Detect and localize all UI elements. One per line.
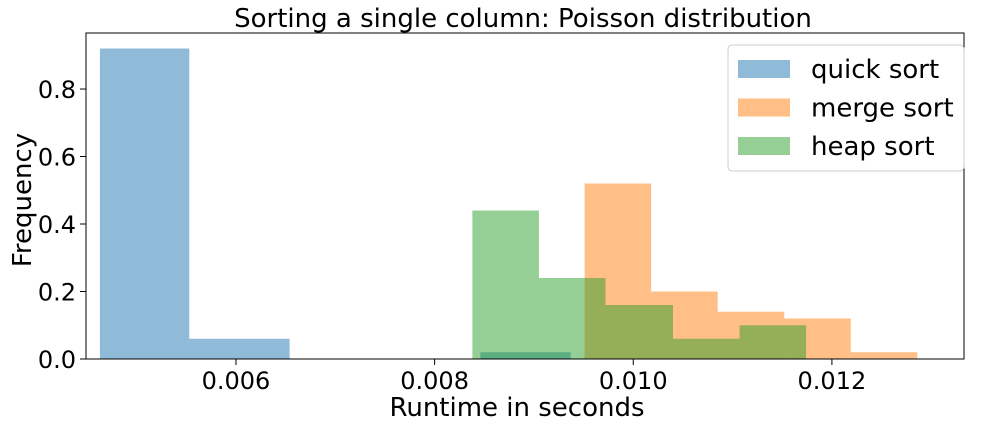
x-axis: 0.006 0.008 0.010 0.012 [202,359,867,395]
legend-swatch-heap-sort [738,137,790,155]
bar-heap-sort-4 [739,325,807,359]
y-tick-label: 0.4 [38,211,76,239]
bar-heap-sort-0 [472,210,539,359]
y-tick-label: 0.8 [38,76,76,104]
bar-quick-sort-0 [99,48,190,360]
bar-heap-sort-1 [538,278,606,359]
legend-label: heap sort [811,132,935,162]
y-tick-label: 0.2 [38,279,76,307]
chart-title: Sorting a single column: Poisson distrib… [234,4,812,34]
legend-label: merge sort [811,94,954,124]
y-axis: 0.0 0.2 0.4 0.6 0.8 [38,76,86,374]
legend-swatch-quick-sort [738,60,790,78]
x-tick-label: 0.006 [202,367,271,395]
bar-quick-sort-1 [189,338,290,359]
legend: quick sort merge sort heap sort [727,44,965,172]
y-tick-label: 0.6 [38,144,76,172]
legend-label: quick sort [811,55,939,85]
bar-merge-sort-4 [850,352,918,359]
x-tick-label: 0.012 [798,367,867,395]
bar-heap-sort-3 [672,338,740,359]
bar-heap-sort-2 [605,305,673,359]
legend-swatch-merge-sort [738,98,790,117]
y-axis-label: Frequency [8,133,38,267]
histogram-bars [99,48,918,360]
plot-frame [85,32,965,360]
x-axis-label: Runtime in seconds [389,393,644,423]
x-tick-label: 0.010 [599,367,668,395]
y-tick-label: 0.0 [38,346,76,374]
x-tick-label: 0.008 [400,367,469,395]
